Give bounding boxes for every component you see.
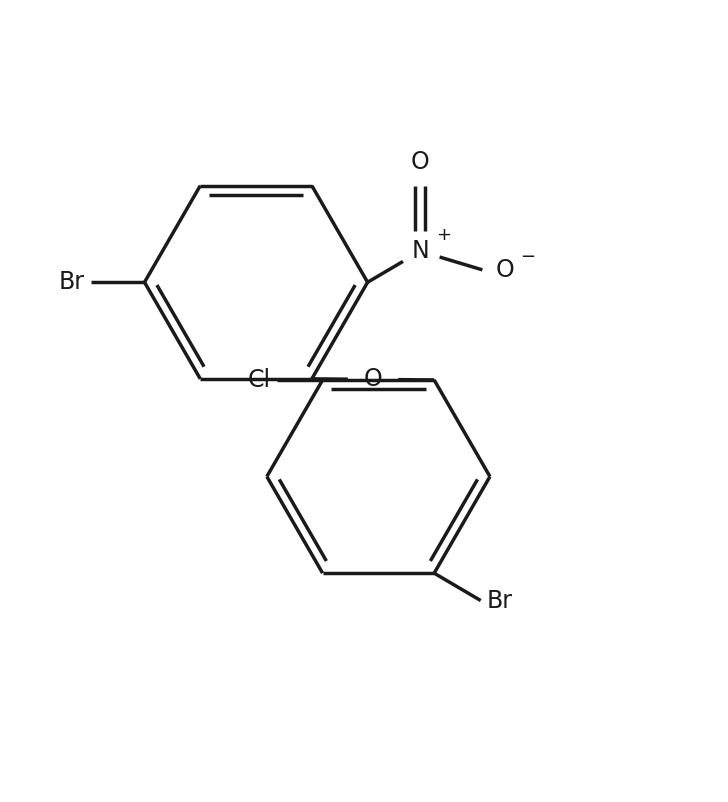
Text: +: + — [436, 226, 451, 245]
Text: O: O — [495, 258, 514, 282]
Text: Cl: Cl — [248, 368, 271, 392]
Text: N: N — [411, 239, 430, 263]
Text: O: O — [363, 367, 382, 391]
Text: Br: Br — [486, 589, 513, 613]
Text: O: O — [411, 149, 430, 173]
Text: Br: Br — [59, 270, 84, 294]
Text: −: − — [520, 248, 535, 266]
